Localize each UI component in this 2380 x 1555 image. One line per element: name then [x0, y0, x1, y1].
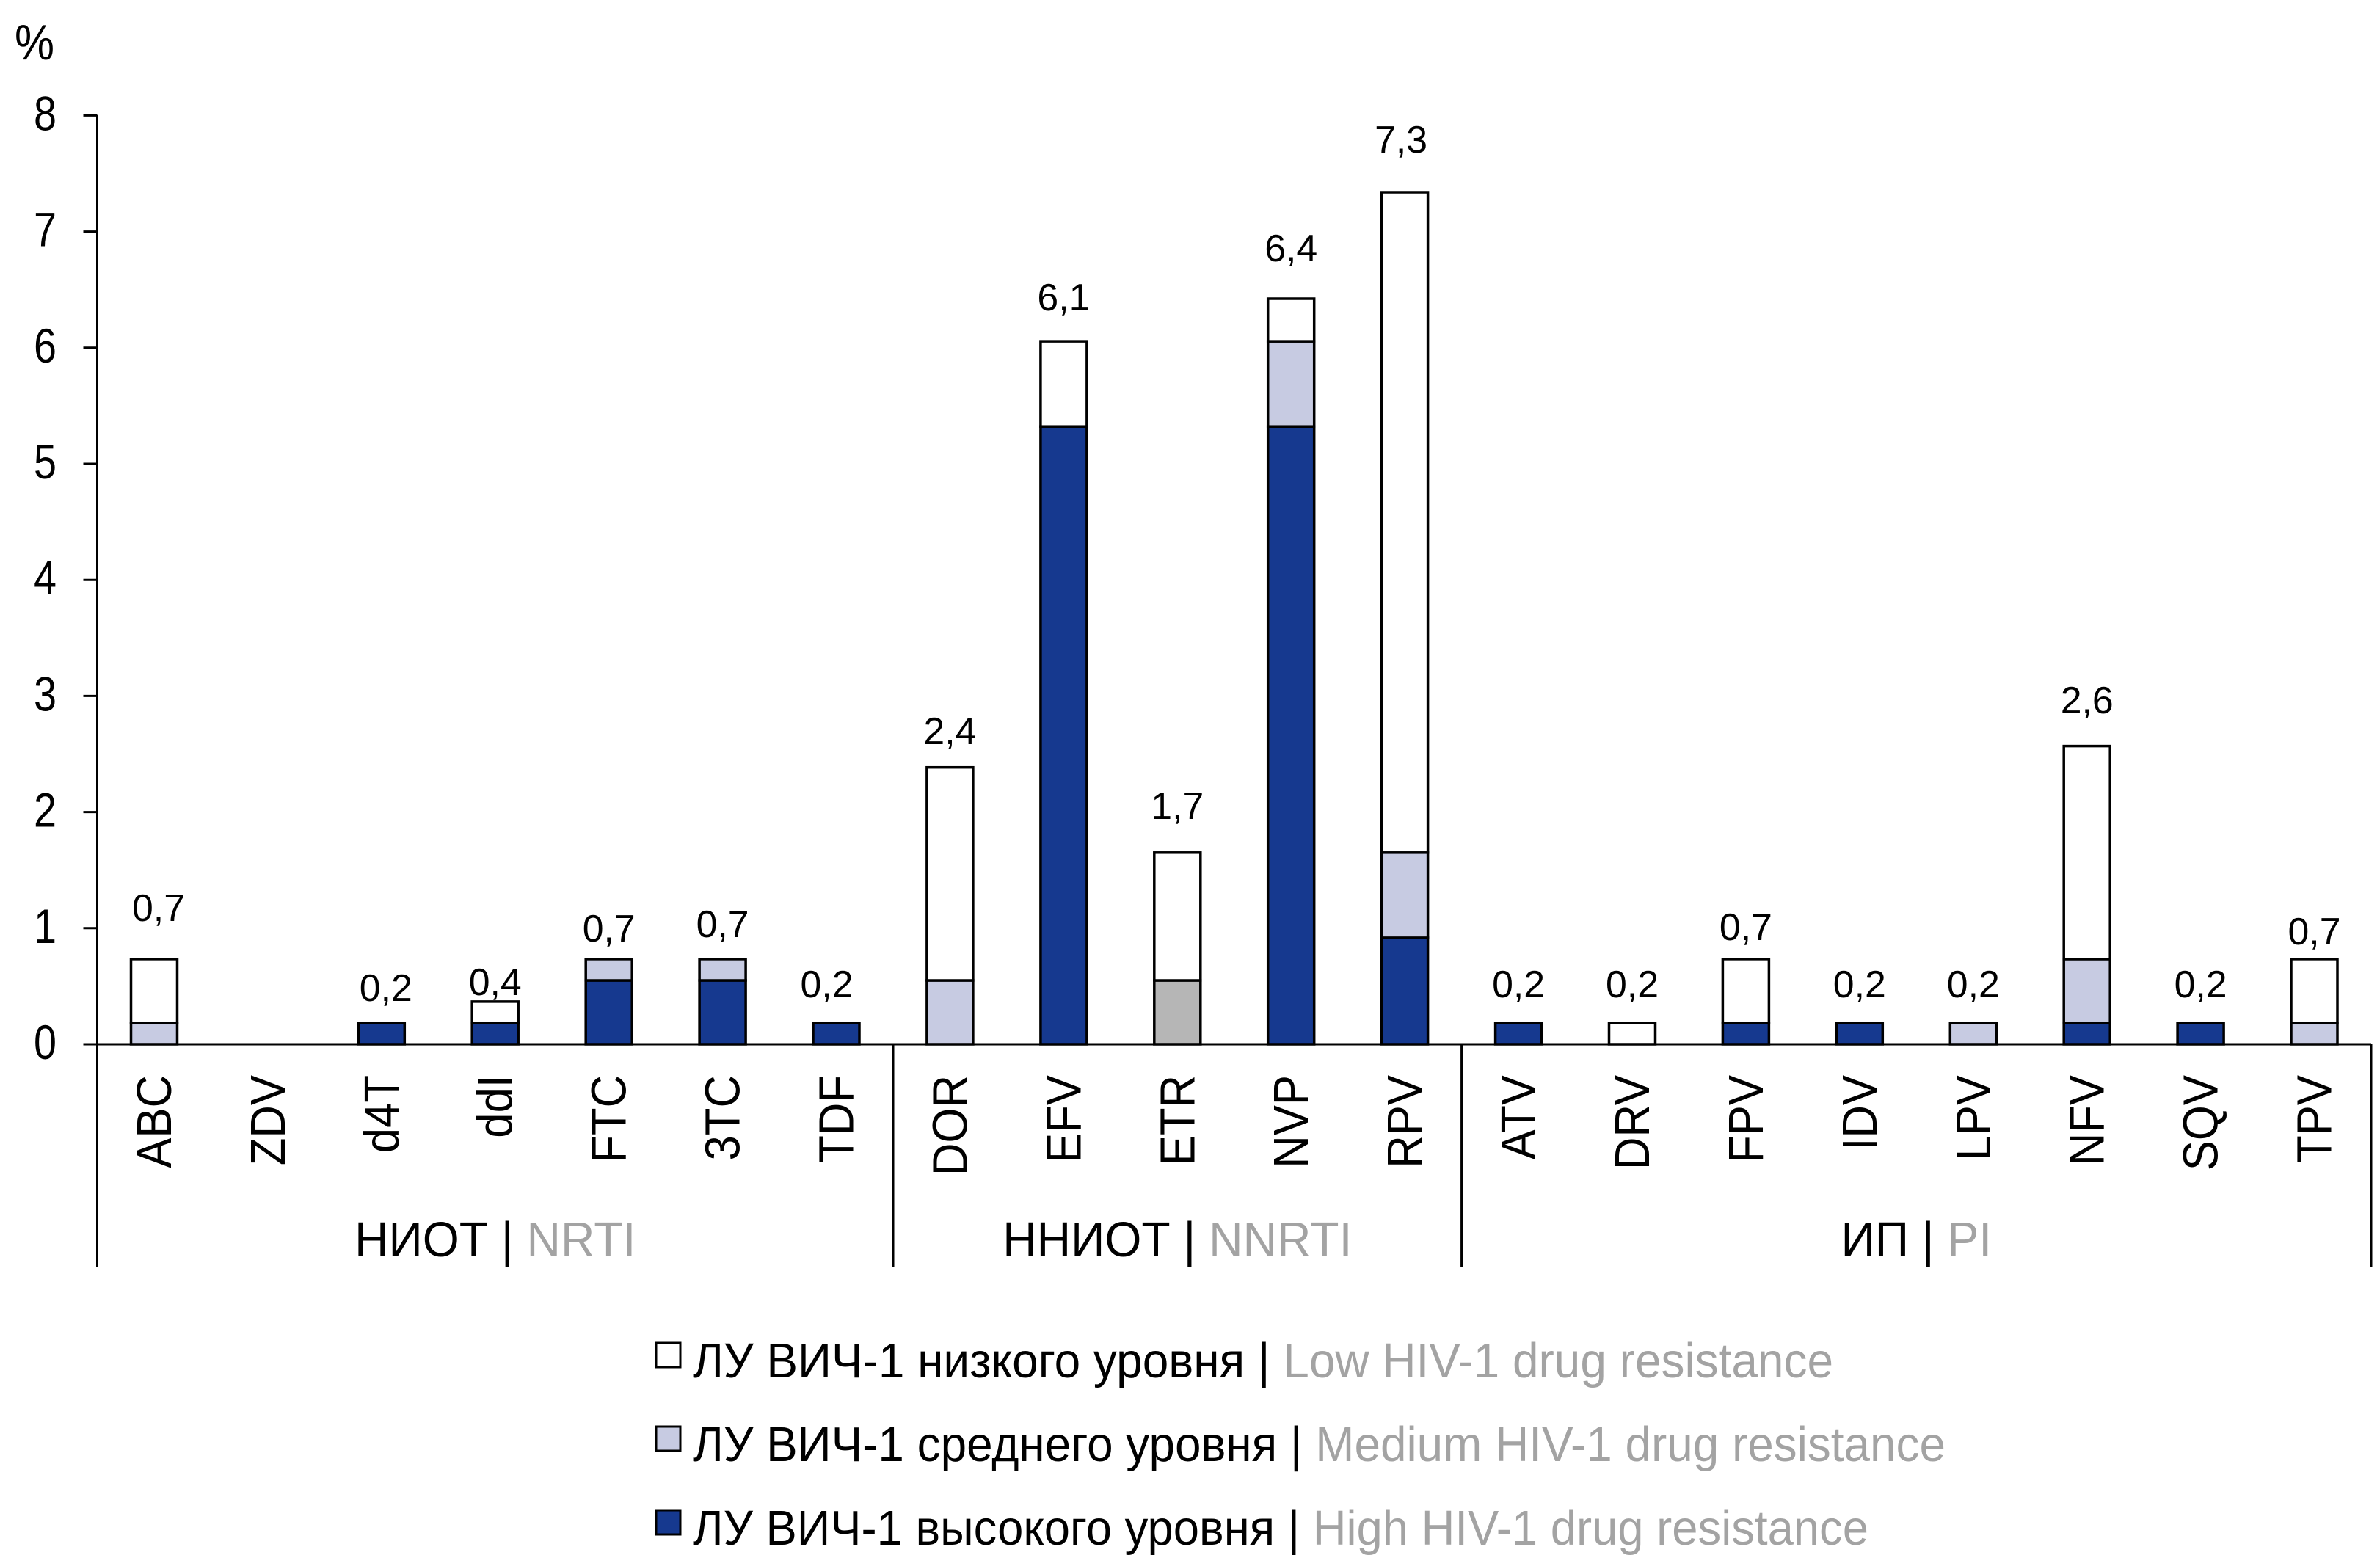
svg-text:NVP: NVP: [1264, 1075, 1319, 1168]
svg-text:1: 1: [34, 899, 57, 953]
svg-text:0,2: 0,2: [1947, 964, 2000, 1006]
svg-text:3TC: 3TC: [696, 1075, 751, 1161]
svg-text:IDV: IDV: [1833, 1075, 1888, 1151]
svg-text:ННИОТ |: ННИОТ |: [1002, 1212, 1209, 1267]
svg-text:6,4: 6,4: [1264, 227, 1317, 270]
svg-text:FPV: FPV: [1719, 1075, 1774, 1163]
svg-text:ddI: ddI: [468, 1075, 523, 1138]
svg-text:ATV: ATV: [1491, 1075, 1546, 1160]
svg-text:НИОТ |: НИОТ |: [354, 1212, 526, 1267]
svg-text:ЛУ ВИЧ-1 высокого уровня |: ЛУ ВИЧ-1 высокого уровня |: [693, 1501, 1313, 1555]
svg-text:DRV: DRV: [1605, 1075, 1660, 1170]
svg-text:6,1: 6,1: [1037, 277, 1090, 319]
svg-text:ИП |: ИП |: [1841, 1212, 1948, 1267]
svg-text:2,6: 2,6: [2061, 680, 2114, 722]
svg-text:0,2: 0,2: [1606, 964, 1659, 1006]
svg-text:ZDV: ZDV: [241, 1075, 296, 1166]
svg-text:7: 7: [34, 203, 57, 257]
svg-text:Low HIV-1 drug resistance: Low HIV-1 drug resistance: [1283, 1333, 1833, 1388]
svg-text:RPV: RPV: [1378, 1075, 1433, 1168]
svg-text:0,7: 0,7: [583, 908, 636, 950]
svg-text:2,4: 2,4: [923, 710, 976, 753]
svg-text:5: 5: [34, 434, 57, 489]
svg-text:0,2: 0,2: [1833, 964, 1886, 1006]
svg-text:DOR: DOR: [922, 1075, 978, 1176]
svg-text:ABC: ABC: [127, 1075, 182, 1168]
svg-text:4: 4: [34, 550, 57, 605]
svg-text:0,2: 0,2: [1492, 964, 1545, 1006]
svg-text:SQV: SQV: [2174, 1075, 2229, 1170]
svg-text:LPV: LPV: [1946, 1075, 2001, 1161]
svg-text:d4T: d4T: [354, 1075, 410, 1153]
svg-text:0,7: 0,7: [696, 903, 749, 946]
svg-text:0: 0: [34, 1015, 57, 1069]
svg-text:TPV: TPV: [2288, 1075, 2343, 1163]
svg-text:NFV: NFV: [2060, 1075, 2115, 1166]
svg-text:High HIV-1 drug resistance: High HIV-1 drug resistance: [1313, 1501, 1868, 1555]
svg-text:Medium HIV-1 drug resistance: Medium HIV-1 drug resistance: [1315, 1417, 1946, 1472]
svg-text:%: %: [15, 15, 54, 70]
svg-text:0,2: 0,2: [2175, 964, 2227, 1006]
svg-text:NRTI: NRTI: [527, 1212, 636, 1267]
svg-text:0,4: 0,4: [469, 961, 522, 1004]
svg-text:1,7: 1,7: [1151, 785, 1204, 828]
svg-text:2: 2: [34, 783, 57, 837]
svg-text:0,2: 0,2: [801, 964, 854, 1006]
svg-text:TDF: TDF: [809, 1075, 865, 1163]
svg-text:FTC: FTC: [582, 1075, 637, 1163]
svg-text:0,7: 0,7: [1720, 906, 1772, 949]
svg-text:8: 8: [34, 86, 57, 140]
svg-text:EFV: EFV: [1036, 1075, 1091, 1163]
svg-text:ЛУ ВИЧ-1 среднего уровня |: ЛУ ВИЧ-1 среднего уровня |: [693, 1417, 1315, 1472]
svg-text:ЛУ ВИЧ-1 низкого уровня |: ЛУ ВИЧ-1 низкого уровня |: [693, 1333, 1283, 1388]
svg-text:PI: PI: [1947, 1212, 1992, 1267]
svg-text:NNRTI: NNRTI: [1209, 1212, 1352, 1267]
svg-text:7,3: 7,3: [1375, 119, 1427, 161]
svg-text:0,2: 0,2: [360, 967, 412, 1010]
svg-text:0,7: 0,7: [132, 887, 185, 930]
svg-text:ETR: ETR: [1150, 1075, 1205, 1165]
svg-text:3: 3: [34, 666, 57, 721]
svg-text:6: 6: [34, 318, 57, 373]
svg-text:0,7: 0,7: [2288, 911, 2341, 953]
